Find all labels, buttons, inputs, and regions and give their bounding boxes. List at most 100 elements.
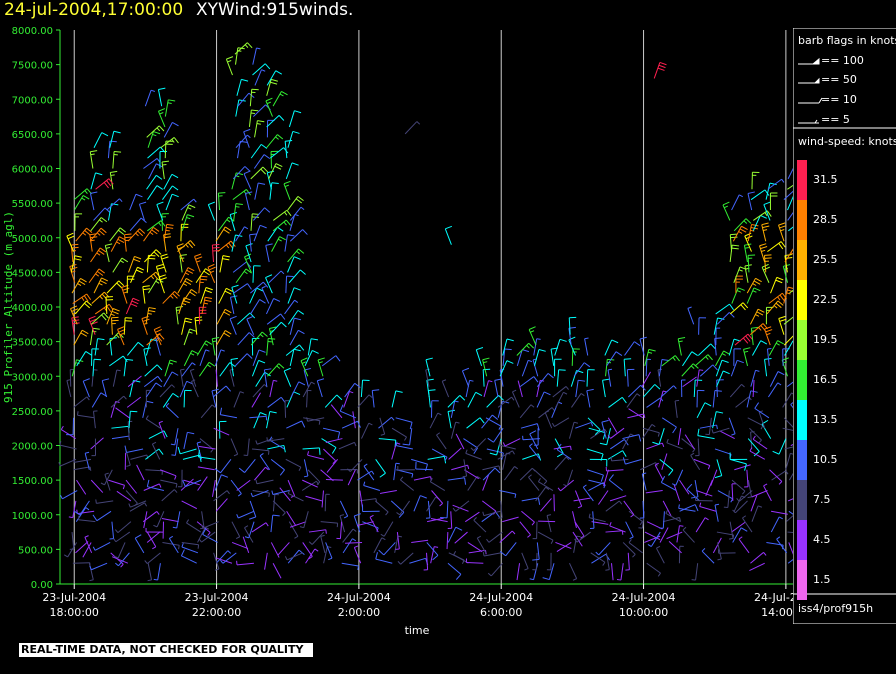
wind-barb [143, 511, 148, 529]
wind-barb [180, 549, 197, 564]
wind-barb [147, 131, 161, 148]
wind-barb [307, 451, 325, 460]
wind-barb [504, 466, 519, 481]
flag-50-label: == 50 [821, 73, 857, 86]
wind-barb [750, 369, 760, 387]
wind-barb [516, 349, 530, 367]
wind-barb [91, 438, 97, 457]
wind-barb [375, 459, 386, 478]
wind-barb [787, 558, 793, 564]
wind-barb [74, 195, 90, 211]
wind-barb [769, 469, 783, 485]
wind-barb [215, 226, 232, 242]
wind-barb [682, 526, 695, 543]
wind-barb [608, 474, 623, 491]
y-tick-label: 3500.00 [12, 338, 53, 349]
wind-barb [111, 316, 119, 335]
wind-barb [244, 253, 252, 273]
wind-barb [502, 338, 514, 356]
wind-barb [231, 234, 243, 252]
wind-barb [784, 340, 793, 356]
wind-barb [767, 241, 786, 253]
wind-barb [522, 435, 540, 441]
wind-barb [396, 500, 411, 516]
wind-barb [144, 89, 156, 107]
wind-barb [357, 470, 375, 481]
wind-barb [253, 224, 267, 242]
wind-barb [306, 389, 312, 408]
wind-barb [231, 521, 241, 540]
wind-barb [751, 171, 760, 190]
wind-barb [429, 477, 446, 491]
wind-barb [467, 391, 483, 408]
wind-barb [145, 448, 164, 460]
wind-barb [429, 412, 442, 429]
wind-barb [606, 351, 623, 367]
wind-barb [628, 384, 646, 398]
wind-barb [671, 469, 684, 486]
wind-barb [390, 500, 405, 518]
wind-barb [202, 528, 218, 543]
wind-barb [678, 504, 696, 512]
wind-barb [89, 150, 98, 169]
wind-barb [272, 219, 292, 232]
wind-barb [770, 276, 784, 294]
wind-barb [183, 328, 197, 346]
wind-barb [249, 287, 264, 304]
wind-barb [588, 479, 606, 489]
wind-barb [90, 479, 104, 493]
wind-barb [128, 255, 142, 273]
wind-barb [136, 464, 145, 481]
wind-barb [571, 393, 585, 408]
wind-barb [265, 97, 273, 117]
wind-barb [378, 416, 395, 429]
wind-barb [461, 367, 470, 387]
wind-barb [198, 275, 208, 294]
wind-barb [146, 333, 165, 346]
wind-barb [321, 490, 324, 508]
wind-barb [325, 438, 343, 444]
wind-barb [747, 254, 756, 273]
wind-barb [363, 463, 375, 481]
wind-barb [736, 490, 753, 502]
wind-barb [711, 427, 730, 434]
wind-barb [142, 285, 151, 304]
wind-barb [786, 381, 793, 388]
wind-barb [272, 90, 288, 107]
wind-barb [77, 515, 96, 523]
wind-barb [266, 170, 275, 190]
wind-barb [749, 308, 765, 325]
x-tick-date: 24-Jul-2004 [612, 591, 676, 604]
wind-barb [127, 420, 133, 439]
wind-barb [230, 438, 239, 457]
wind-barb [177, 277, 193, 294]
wind-barb [250, 166, 269, 180]
wind-barb [341, 562, 359, 571]
wind-barb [267, 396, 286, 408]
wind-barb [705, 479, 713, 496]
wind-barb [696, 369, 704, 387]
wind-barb [59, 490, 78, 500]
wind-barb [431, 448, 448, 461]
wind-barb [647, 531, 661, 547]
wind-barb [90, 312, 109, 325]
wind-barb [749, 427, 762, 444]
wind-barb [287, 248, 305, 263]
wind-barb [544, 410, 553, 429]
wind-barb [380, 521, 394, 537]
wind-barb [95, 499, 114, 504]
wind-barb [199, 361, 216, 377]
wind-barb [574, 490, 583, 509]
wind-barb [219, 362, 236, 377]
wind-barb [70, 255, 82, 273]
wind-barb [180, 223, 189, 242]
wind-barb [183, 350, 199, 367]
wind-barb [690, 480, 699, 499]
wind-barb [769, 192, 778, 211]
wind-barb [123, 317, 133, 335]
wind-barb [732, 225, 748, 242]
wind-barb [572, 531, 583, 547]
wind-barb [623, 500, 635, 518]
wind-barb [253, 412, 267, 429]
wind-barb [89, 227, 107, 242]
